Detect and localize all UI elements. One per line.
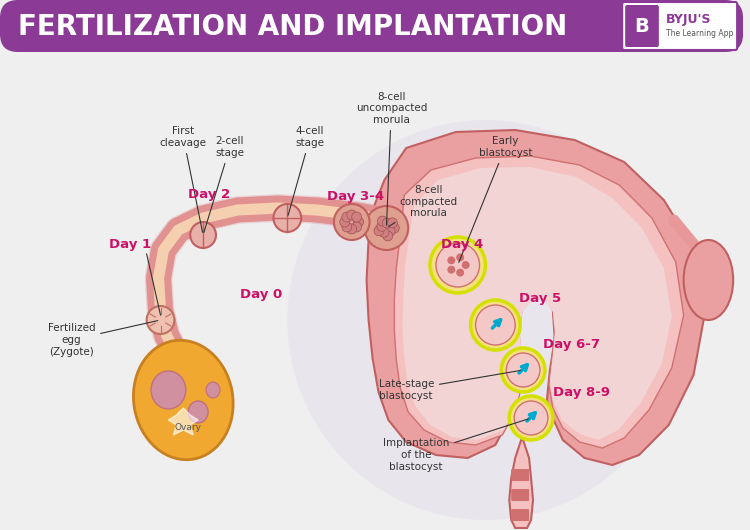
Circle shape <box>436 243 479 287</box>
Circle shape <box>501 348 545 392</box>
Circle shape <box>514 401 548 435</box>
Text: Implantation
of the
blastocyst: Implantation of the blastocyst <box>383 419 529 472</box>
Circle shape <box>456 253 464 261</box>
Polygon shape <box>367 130 706 465</box>
Circle shape <box>388 218 398 228</box>
Circle shape <box>342 222 352 232</box>
Circle shape <box>364 206 408 250</box>
Circle shape <box>430 237 485 293</box>
Circle shape <box>354 217 364 227</box>
Text: BYJU'S: BYJU'S <box>666 13 711 26</box>
Text: Day 4: Day 4 <box>441 238 483 251</box>
Text: FERTILIZATION AND IMPLANTATION: FERTILIZATION AND IMPLANTATION <box>18 13 567 41</box>
Circle shape <box>346 210 357 220</box>
Circle shape <box>352 212 362 222</box>
Text: Day 5: Day 5 <box>519 292 561 305</box>
Text: First
cleavage: First cleavage <box>160 126 207 232</box>
Circle shape <box>342 212 352 222</box>
Circle shape <box>374 226 384 236</box>
Polygon shape <box>402 167 672 440</box>
Circle shape <box>377 216 388 226</box>
Circle shape <box>382 231 393 241</box>
Text: Day 2: Day 2 <box>188 188 230 201</box>
Text: Ovary: Ovary <box>175 423 202 432</box>
Ellipse shape <box>134 340 233 460</box>
Circle shape <box>456 269 464 277</box>
Circle shape <box>376 222 387 231</box>
FancyBboxPatch shape <box>0 0 743 52</box>
Circle shape <box>190 222 216 248</box>
Ellipse shape <box>151 371 186 409</box>
Text: B: B <box>634 16 650 36</box>
Circle shape <box>287 120 684 520</box>
Circle shape <box>470 300 520 350</box>
Text: The Learning App: The Learning App <box>666 30 734 39</box>
Polygon shape <box>509 440 533 528</box>
Polygon shape <box>394 156 684 448</box>
Text: Day 6-7: Day 6-7 <box>543 338 600 351</box>
Circle shape <box>506 353 540 387</box>
Circle shape <box>447 257 455 264</box>
Text: 8-cell
compacted
morula: 8-cell compacted morula <box>388 185 457 226</box>
FancyBboxPatch shape <box>512 489 529 501</box>
FancyBboxPatch shape <box>626 5 658 47</box>
FancyBboxPatch shape <box>512 509 529 521</box>
Circle shape <box>509 396 553 440</box>
Text: Fertilized
egg
(Zygote): Fertilized egg (Zygote) <box>47 321 158 357</box>
Text: 2-cell
stage: 2-cell stage <box>204 136 245 232</box>
Circle shape <box>447 266 455 273</box>
Circle shape <box>476 305 515 345</box>
Text: 8-cell
uncompacted
morula: 8-cell uncompacted morula <box>356 92 427 225</box>
Circle shape <box>352 222 362 232</box>
Circle shape <box>379 227 389 237</box>
Circle shape <box>389 223 399 233</box>
Circle shape <box>274 204 302 232</box>
FancyBboxPatch shape <box>512 469 529 481</box>
Polygon shape <box>169 408 198 435</box>
Circle shape <box>462 261 470 269</box>
Text: Day 3-4: Day 3-4 <box>327 190 384 203</box>
Text: Early
blastocyst: Early blastocyst <box>459 136 532 262</box>
Ellipse shape <box>188 401 208 423</box>
Text: Day 0: Day 0 <box>240 288 282 301</box>
FancyBboxPatch shape <box>622 2 737 50</box>
Text: Day 1: Day 1 <box>109 238 151 251</box>
Circle shape <box>147 306 174 334</box>
Ellipse shape <box>206 382 220 398</box>
Circle shape <box>346 224 357 234</box>
Circle shape <box>386 226 395 236</box>
Text: Late-stage
blastocyst: Late-stage blastocyst <box>379 370 520 401</box>
Circle shape <box>334 204 370 240</box>
Ellipse shape <box>684 240 734 320</box>
Text: Day 8-9: Day 8-9 <box>553 386 610 399</box>
Circle shape <box>382 218 392 228</box>
Text: 4-cell
stage: 4-cell stage <box>288 126 325 215</box>
Circle shape <box>340 217 350 227</box>
